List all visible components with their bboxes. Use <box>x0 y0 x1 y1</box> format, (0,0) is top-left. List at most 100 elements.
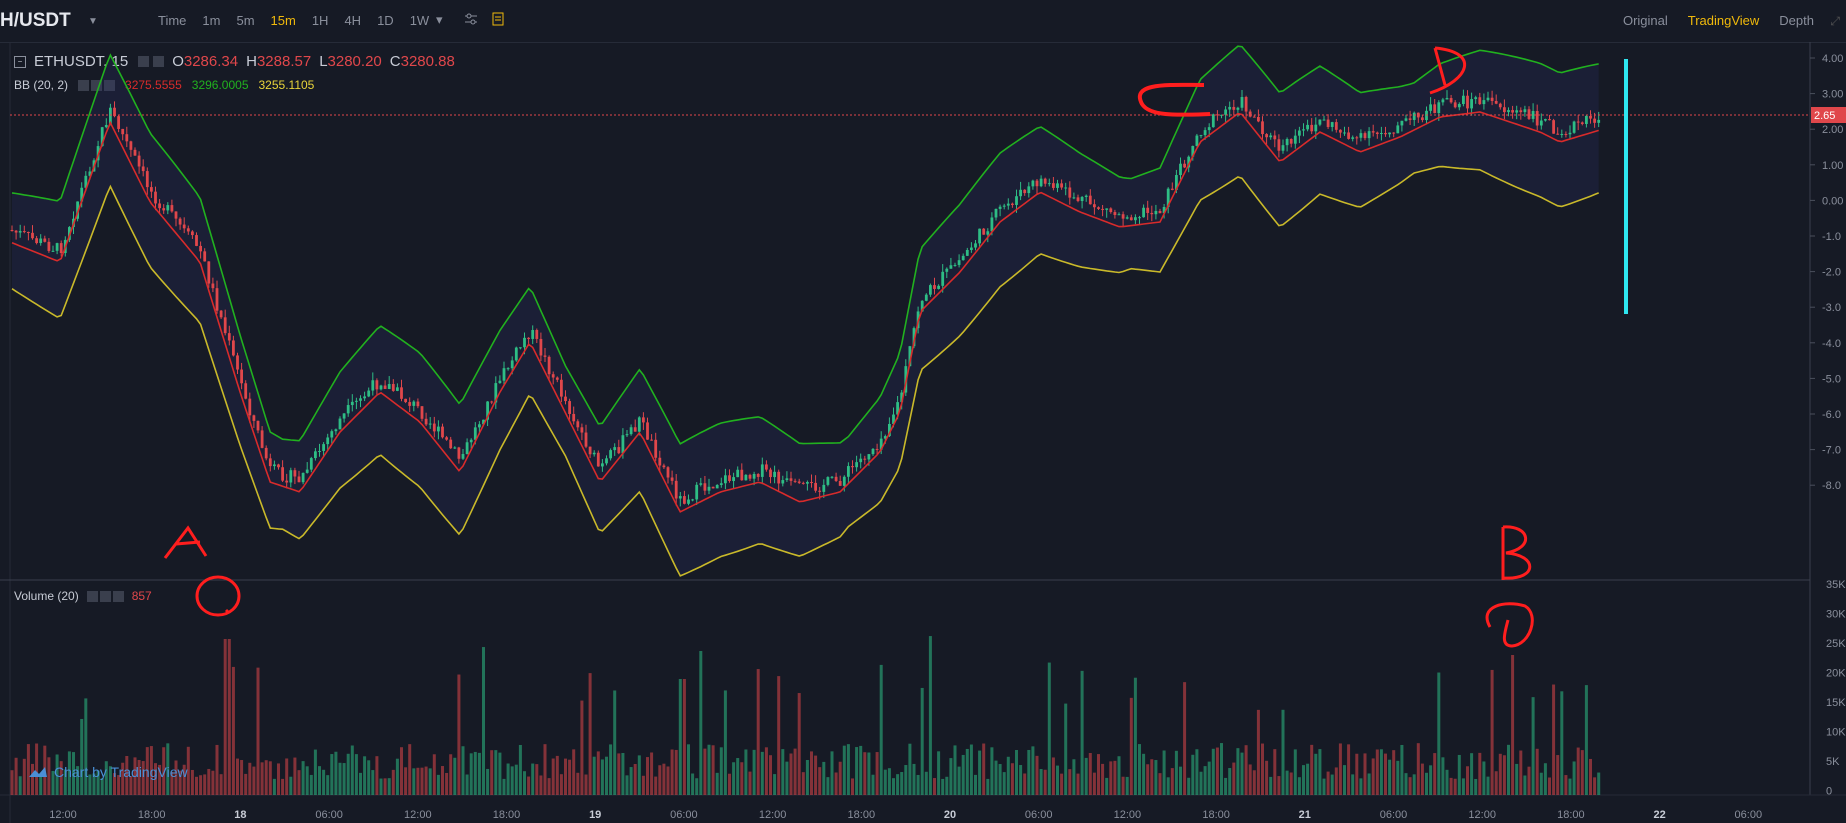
volume-bar <box>982 743 986 795</box>
indicators-icon[interactable] <box>492 12 504 29</box>
interval-15m[interactable]: 15m <box>270 13 296 28</box>
volume-bar <box>1121 776 1125 795</box>
candle-body <box>1404 118 1408 121</box>
volume-bar <box>461 746 465 795</box>
interval-4h[interactable]: 4H <box>344 13 362 28</box>
candle-body <box>445 437 448 440</box>
volume-bar <box>1256 709 1260 795</box>
interval-1d[interactable]: 1D <box>377 13 394 28</box>
bollinger-lower-line <box>11 165 1599 577</box>
view-original[interactable]: Original <box>1622 13 1668 28</box>
volume-bar <box>211 770 215 795</box>
interval-5m[interactable]: 5m <box>236 13 255 28</box>
volume-bar <box>810 751 813 795</box>
volume-bar <box>215 744 219 795</box>
annotation-b <box>1485 525 1534 648</box>
volume-bar <box>1322 778 1326 795</box>
candle-body <box>178 218 182 225</box>
candle-body <box>1507 110 1510 113</box>
volume-bar <box>244 773 248 795</box>
volume-bar <box>1080 670 1084 795</box>
close-icon[interactable] <box>104 79 116 91</box>
volume-bar <box>1039 769 1043 795</box>
interval-1w[interactable]: 1W <box>409 13 430 28</box>
candle-body <box>453 447 457 449</box>
volume-bar <box>781 749 785 795</box>
volume-bar <box>1154 760 1158 795</box>
candle-body <box>1006 203 1010 206</box>
volume-bar <box>1474 778 1478 795</box>
candle-body <box>1244 97 1248 112</box>
expand-icon[interactable]: ⤢ <box>1830 14 1840 28</box>
volume-bar <box>1113 760 1117 795</box>
volume-bar <box>1457 754 1461 795</box>
candle-body <box>1482 100 1486 105</box>
settings-icon[interactable] <box>91 79 103 91</box>
price-tick-label: -3.0 <box>1822 302 1841 314</box>
volume-bar <box>1416 743 1420 795</box>
volume-bar <box>252 766 256 795</box>
interval-time[interactable]: Time <box>158 13 187 28</box>
candle-body <box>330 431 334 438</box>
view-depth[interactable]: Depth <box>1779 13 1814 28</box>
volume-bar <box>469 753 473 795</box>
candle-body <box>1355 137 1359 139</box>
candle-body <box>244 383 248 399</box>
candle-body <box>732 477 735 482</box>
interval-1h[interactable]: 1H <box>311 13 329 28</box>
candle-body <box>420 406 424 419</box>
candle-body <box>703 483 707 491</box>
candle-body <box>416 401 420 407</box>
interval-1m[interactable]: 1m <box>202 13 221 28</box>
volume-legend-buttons <box>86 590 124 602</box>
volume-bar <box>805 760 809 795</box>
settings-icon[interactable] <box>99 590 111 602</box>
candle-body <box>207 261 211 284</box>
candle-body <box>1093 204 1096 208</box>
open-value: 3286.34 <box>183 53 239 70</box>
volume-bar <box>666 766 670 795</box>
collapse-icon[interactable]: − <box>14 55 26 68</box>
view-tradingview[interactable]: TradingView <box>1687 13 1760 28</box>
time-tick-label: 06:00 <box>1380 809 1408 821</box>
volume-bar <box>326 775 330 795</box>
eye-icon[interactable] <box>86 590 98 602</box>
bb-lower-value: 3255.1105 <box>258 78 315 92</box>
caret-down-icon[interactable]: ▼ <box>88 16 98 27</box>
time-tick-label: 18:00 <box>1557 809 1585 821</box>
more-intervals-caret-icon[interactable]: ▾ <box>436 12 443 27</box>
eye-icon[interactable] <box>138 56 150 67</box>
settings-icon[interactable] <box>153 56 165 67</box>
volume-bar <box>1162 750 1166 795</box>
volume-bar <box>859 745 863 795</box>
candle-body <box>121 128 125 135</box>
volume-bar <box>432 754 436 795</box>
volume-bar <box>383 778 387 795</box>
close-icon[interactable] <box>112 590 124 602</box>
time-tick-label: 06:00 <box>1735 809 1763 821</box>
candle-body <box>752 473 756 479</box>
eye-icon[interactable] <box>78 79 90 91</box>
candle-body <box>482 419 485 425</box>
low-value: 3280.20 <box>327 53 382 70</box>
candle-body <box>104 124 108 128</box>
symbol-selector[interactable]: H/USDT <box>0 10 71 31</box>
candle-body <box>1084 195 1088 197</box>
volume-bar <box>543 744 547 795</box>
volume-bar <box>1400 744 1404 795</box>
volume-bar <box>1535 748 1539 795</box>
volume-bar <box>1289 772 1293 795</box>
candle-body <box>473 427 477 440</box>
tradingview-watermark[interactable]: Chart by TradingView <box>28 764 188 780</box>
candle-body <box>908 346 912 367</box>
candle-body <box>601 463 604 467</box>
candle-body <box>965 249 969 256</box>
volume-bar <box>1531 697 1535 795</box>
candle-body <box>1154 210 1158 215</box>
candle-body <box>35 238 38 244</box>
candle-body <box>621 435 625 454</box>
volume-bar <box>879 664 883 795</box>
settings-sliders-icon[interactable] <box>464 12 478 29</box>
candle-body <box>1326 119 1330 127</box>
